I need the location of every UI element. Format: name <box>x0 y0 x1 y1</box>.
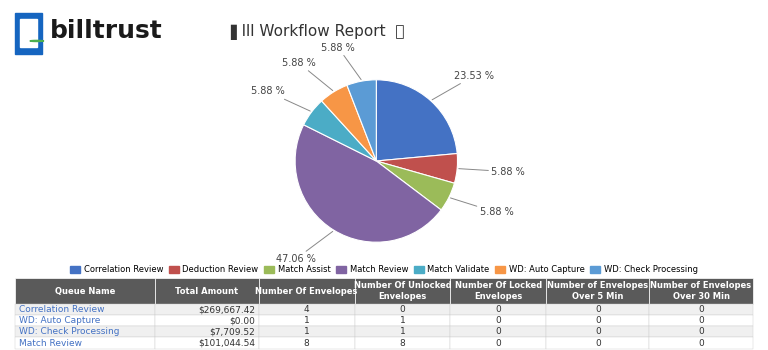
Text: $7,709.52: $7,709.52 <box>209 327 255 336</box>
Text: Number of Envelopes
Over 30 Min: Number of Envelopes Over 30 Min <box>650 281 752 301</box>
Bar <box>155 304 259 315</box>
FancyBboxPatch shape <box>355 278 450 304</box>
Text: 0: 0 <box>495 327 502 336</box>
Bar <box>546 337 650 349</box>
Text: 0: 0 <box>698 327 704 336</box>
Bar <box>355 337 450 349</box>
Bar <box>15 337 155 349</box>
Bar <box>650 337 753 349</box>
Bar <box>355 326 450 337</box>
Bar <box>650 304 753 315</box>
Text: 0: 0 <box>595 305 601 314</box>
Bar <box>450 304 546 315</box>
Wedge shape <box>322 85 376 161</box>
Text: 5.88 %: 5.88 % <box>250 86 310 111</box>
Text: 8: 8 <box>303 338 310 348</box>
Text: 0: 0 <box>595 338 601 348</box>
Bar <box>15 304 155 315</box>
Text: 5.88 %: 5.88 % <box>458 167 525 177</box>
Text: $0.00: $0.00 <box>229 316 255 325</box>
Bar <box>450 326 546 337</box>
Text: 1: 1 <box>303 316 310 325</box>
Text: 0: 0 <box>495 305 502 314</box>
Text: 0: 0 <box>595 327 601 336</box>
Text: $269,667.42: $269,667.42 <box>198 305 255 314</box>
Bar <box>20 19 37 47</box>
Text: WD: Auto Capture: WD: Auto Capture <box>19 316 101 325</box>
Text: 0: 0 <box>399 305 406 314</box>
Bar <box>450 315 546 326</box>
Bar <box>259 315 355 326</box>
Bar <box>15 315 155 326</box>
Wedge shape <box>376 80 457 161</box>
Bar <box>355 304 450 315</box>
Text: 1: 1 <box>399 316 406 325</box>
Bar <box>650 315 753 326</box>
Legend: Correlation Review, Deduction Review, Match Assist, Match Review, Match Validate: Correlation Review, Deduction Review, Ma… <box>67 262 701 277</box>
Text: 5.88 %: 5.88 % <box>282 58 333 91</box>
Bar <box>15 326 155 337</box>
Bar <box>450 337 546 349</box>
Text: 0: 0 <box>495 316 502 325</box>
Bar <box>15 13 42 54</box>
Bar <box>546 326 650 337</box>
Wedge shape <box>347 80 376 161</box>
Bar <box>259 326 355 337</box>
Text: 5.88 %: 5.88 % <box>451 198 513 217</box>
Text: Match Review: Match Review <box>19 338 82 348</box>
Text: Number Of Unlocked
Envelopes: Number Of Unlocked Envelopes <box>353 281 452 301</box>
Text: Queue Name: Queue Name <box>55 287 116 296</box>
Text: Number Of Envelopes: Number Of Envelopes <box>256 287 358 296</box>
Text: Number of Envelopes
Over 5 Min: Number of Envelopes Over 5 Min <box>548 281 648 301</box>
Text: Number Of Locked
Envelopes: Number Of Locked Envelopes <box>455 281 542 301</box>
Text: $101,044.54: $101,044.54 <box>198 338 255 348</box>
FancyBboxPatch shape <box>15 278 155 304</box>
Text: 1: 1 <box>399 327 406 336</box>
Text: 0: 0 <box>698 338 704 348</box>
Wedge shape <box>376 154 458 183</box>
Text: WD: Check Processing: WD: Check Processing <box>19 327 120 336</box>
Wedge shape <box>376 161 455 210</box>
FancyBboxPatch shape <box>259 278 355 304</box>
Bar <box>546 304 650 315</box>
Text: 1: 1 <box>303 327 310 336</box>
Text: 23.53 %: 23.53 % <box>432 71 494 100</box>
Bar <box>155 337 259 349</box>
Text: ▌lll Workflow Report  ⓘ: ▌lll Workflow Report ⓘ <box>230 23 405 40</box>
Text: 0: 0 <box>698 316 704 325</box>
Text: 5.88 %: 5.88 % <box>321 43 361 79</box>
Text: 0: 0 <box>595 316 601 325</box>
Text: 47.06 %: 47.06 % <box>276 231 333 264</box>
Text: billtrust: billtrust <box>50 20 163 43</box>
Text: 0: 0 <box>698 305 704 314</box>
Bar <box>355 315 450 326</box>
Bar <box>259 337 355 349</box>
Bar <box>155 315 259 326</box>
Text: 4: 4 <box>304 305 310 314</box>
Text: 8: 8 <box>399 338 406 348</box>
FancyBboxPatch shape <box>546 278 650 304</box>
FancyBboxPatch shape <box>155 278 259 304</box>
FancyBboxPatch shape <box>450 278 546 304</box>
Wedge shape <box>303 101 376 161</box>
Text: 0: 0 <box>495 338 502 348</box>
Circle shape <box>30 40 44 42</box>
Bar <box>546 315 650 326</box>
Bar <box>155 326 259 337</box>
Text: Total Amount: Total Amount <box>176 287 239 296</box>
FancyBboxPatch shape <box>650 278 753 304</box>
Bar <box>650 326 753 337</box>
Bar <box>259 304 355 315</box>
Text: Correlation Review: Correlation Review <box>19 305 104 314</box>
Wedge shape <box>295 125 441 242</box>
